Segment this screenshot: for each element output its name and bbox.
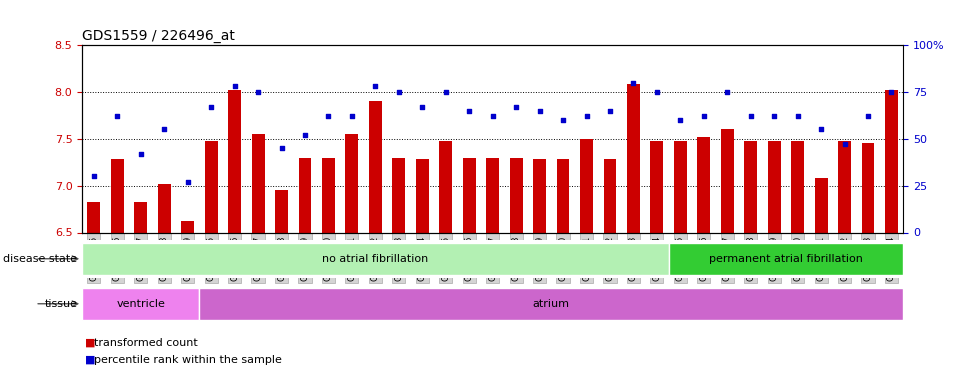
Text: ■: ■ xyxy=(85,355,96,365)
Bar xyxy=(556,159,570,232)
Text: disease state: disease state xyxy=(3,254,77,264)
Point xyxy=(579,113,594,119)
Point xyxy=(743,113,758,119)
Text: percentile rank within the sample: percentile rank within the sample xyxy=(87,355,282,365)
Bar xyxy=(298,158,311,232)
Point xyxy=(532,108,548,114)
Bar xyxy=(650,141,664,232)
Bar xyxy=(627,84,639,232)
Bar xyxy=(440,141,452,232)
Point xyxy=(813,126,829,132)
Bar xyxy=(486,158,499,232)
Point xyxy=(298,132,313,138)
Bar xyxy=(604,159,616,232)
Bar xyxy=(392,158,406,232)
Point xyxy=(86,173,101,179)
Point xyxy=(790,113,806,119)
Bar xyxy=(87,202,100,232)
Bar xyxy=(205,141,217,232)
Bar xyxy=(721,129,734,232)
Point xyxy=(109,113,125,119)
Point xyxy=(391,89,407,95)
Point xyxy=(602,108,617,114)
Point xyxy=(508,104,524,110)
Point xyxy=(414,104,430,110)
Bar xyxy=(768,141,781,232)
Text: permanent atrial fibrillation: permanent atrial fibrillation xyxy=(709,254,863,264)
Point xyxy=(555,117,571,123)
Bar xyxy=(275,190,288,232)
Bar xyxy=(674,141,687,232)
Bar xyxy=(463,158,475,232)
Point xyxy=(250,89,266,95)
Point xyxy=(227,83,242,89)
Bar xyxy=(744,141,757,232)
Bar xyxy=(82,243,668,274)
Point xyxy=(649,89,665,95)
Bar xyxy=(415,159,429,232)
Point xyxy=(672,117,688,123)
Point xyxy=(696,113,712,119)
Text: GDS1559 / 226496_at: GDS1559 / 226496_at xyxy=(82,28,235,43)
Point xyxy=(133,151,149,157)
Point xyxy=(837,141,852,147)
Point xyxy=(368,83,384,89)
Bar xyxy=(251,134,265,232)
Bar xyxy=(697,137,710,232)
Bar xyxy=(533,159,546,232)
Point xyxy=(273,145,289,151)
Bar xyxy=(228,90,242,232)
Bar xyxy=(111,159,124,232)
Bar xyxy=(885,90,898,232)
Point xyxy=(626,80,641,86)
Text: no atrial fibrillation: no atrial fibrillation xyxy=(323,254,429,264)
Point xyxy=(180,179,195,185)
Bar xyxy=(322,158,335,232)
Bar xyxy=(814,178,828,232)
Point xyxy=(462,108,477,114)
Bar xyxy=(346,134,358,232)
Bar xyxy=(791,141,804,232)
Bar xyxy=(580,139,593,232)
Text: tissue: tissue xyxy=(44,299,77,309)
Text: ventricle: ventricle xyxy=(116,299,165,309)
Bar xyxy=(199,288,903,320)
Point xyxy=(344,113,359,119)
Point xyxy=(720,89,735,95)
Point xyxy=(861,113,876,119)
Point xyxy=(156,126,172,132)
Point xyxy=(766,113,781,119)
Bar xyxy=(838,141,851,232)
Point xyxy=(884,89,899,95)
Bar xyxy=(510,158,523,232)
Point xyxy=(321,113,336,119)
Point xyxy=(204,104,219,110)
Text: ■: ■ xyxy=(85,338,96,348)
Point xyxy=(485,113,500,119)
Point xyxy=(438,89,453,95)
Bar xyxy=(82,288,199,320)
Text: transformed count: transformed count xyxy=(87,338,198,348)
Bar xyxy=(182,221,194,232)
Bar xyxy=(369,101,382,232)
Bar xyxy=(134,202,147,232)
Bar xyxy=(668,243,903,274)
Bar xyxy=(862,144,874,232)
Text: atrium: atrium xyxy=(533,299,570,309)
Bar xyxy=(157,184,171,232)
